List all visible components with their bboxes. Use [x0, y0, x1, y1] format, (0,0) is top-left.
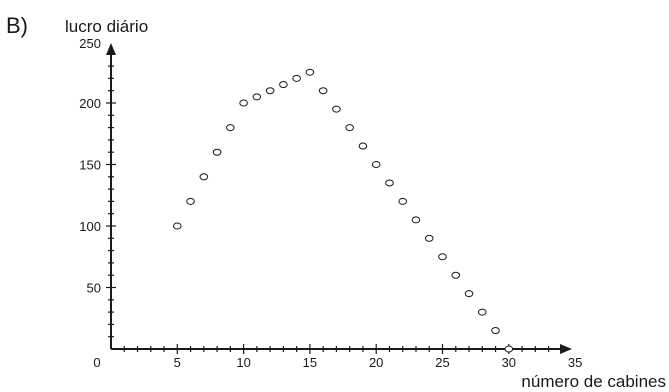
y-tick-label: 100 [79, 219, 101, 234]
data-point [371, 161, 381, 168]
x-tick-label: 30 [502, 355, 516, 370]
data-point [226, 124, 235, 132]
data-points [173, 68, 514, 353]
data-point [385, 179, 394, 187]
y-tick-label: 150 [79, 158, 101, 173]
data-point [477, 308, 487, 316]
data-point [212, 148, 222, 156]
data-point [424, 234, 434, 242]
x-tick-label: 20 [369, 355, 383, 370]
data-point [398, 197, 408, 205]
data-point [173, 222, 182, 230]
data-point [265, 87, 275, 95]
y-tick-label: 50 [87, 281, 101, 296]
y-tick-label: 250 [79, 36, 101, 51]
data-point [332, 105, 341, 113]
y-tick-label: 200 [79, 96, 101, 111]
x-tick-label: 15 [303, 355, 317, 370]
origin-label: 0 [93, 355, 100, 370]
data-point [318, 87, 328, 95]
data-point [252, 93, 262, 101]
data-point [491, 327, 500, 335]
data-point [199, 173, 209, 181]
data-point [186, 197, 195, 205]
data-point [279, 81, 288, 89]
data-point [292, 74, 301, 82]
data-point [464, 290, 474, 298]
panel-label: B) [6, 13, 28, 38]
data-point [504, 345, 514, 353]
data-point [305, 68, 315, 76]
data-point [239, 99, 248, 107]
data-point [345, 124, 354, 132]
x-tick-label: 35 [568, 355, 582, 370]
data-point [358, 142, 368, 150]
x-tick-label: 10 [236, 355, 250, 370]
data-point [438, 253, 447, 261]
x-tick-label: 5 [174, 355, 181, 370]
axis-ticks: 0 5 10 15 20 25 30 35 50 100 150 200 250 [79, 36, 582, 370]
axes [106, 43, 572, 354]
x-axis-arrow [560, 344, 572, 354]
data-point [411, 216, 421, 224]
x-tick-label: 25 [435, 355, 449, 370]
data-point [451, 271, 461, 279]
y-axis-title: lucro diário [65, 17, 148, 36]
y-axis-arrow [106, 43, 116, 55]
x-axis-title: número de cabines [521, 372, 666, 391]
